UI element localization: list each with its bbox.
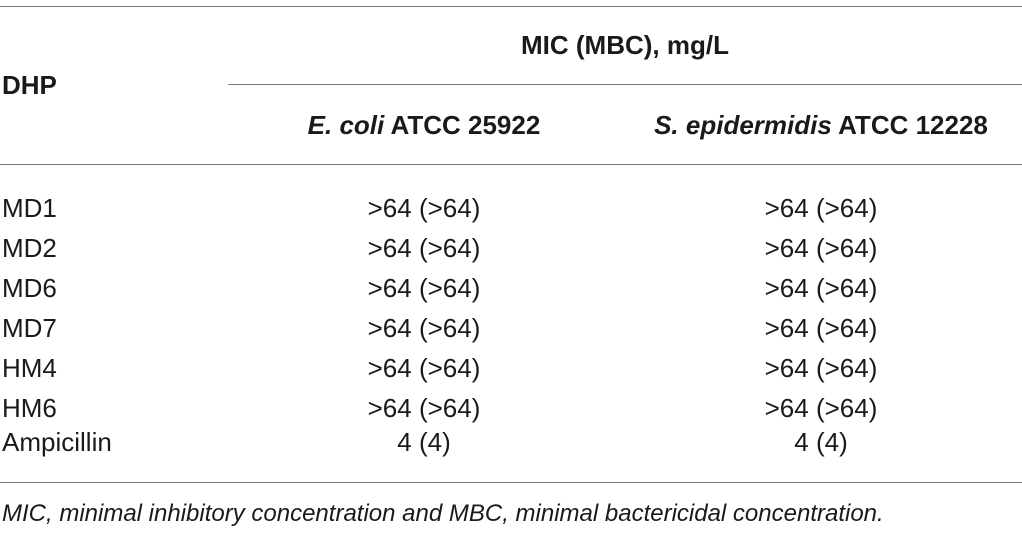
column-header-sepidermidis-species: S. epidermidis: [654, 110, 832, 140]
sepidermidis-value: >64 (>64): [764, 353, 878, 383]
row-name: Ampicillin: [2, 427, 112, 457]
table-bottom-rule: [0, 482, 1022, 483]
column-header-ecoli-strain: ATCC 25922: [384, 110, 541, 140]
table-row: MD7 >64 (>64) >64 (>64): [0, 308, 1022, 348]
ecoli-value: >64 (>64): [367, 233, 481, 263]
table-row: MD2 >64 (>64) >64 (>64): [0, 228, 1022, 268]
ecoli-value: 4 (4): [397, 427, 451, 457]
column-header-sepidermidis-strain: ATCC 12228: [831, 110, 988, 140]
row-header-dhp: DHP: [2, 70, 57, 100]
sepidermidis-value: >64 (>64): [764, 393, 878, 423]
row-name: HM6: [2, 393, 57, 423]
table-row: HM6 >64 (>64) >64 (>64): [0, 388, 1022, 428]
table-row: MD1 >64 (>64) >64 (>64): [0, 188, 1022, 228]
sepidermidis-value: >64 (>64): [764, 233, 878, 263]
column-header-ecoli-species: E. coli: [307, 110, 385, 140]
row-name: MD6: [2, 273, 57, 303]
table-footnote: MIC, minimal inhibitory concentration an…: [2, 500, 884, 527]
column-header-ecoli: E. coli ATCC 25922: [228, 110, 620, 140]
table-row: HM4 >64 (>64) >64 (>64): [0, 348, 1022, 388]
ecoli-value: >64 (>64): [367, 313, 481, 343]
row-name: MD2: [2, 233, 57, 263]
sepidermidis-value: >64 (>64): [764, 273, 878, 303]
column-header-sepidermidis: S. epidermidis ATCC 12228: [620, 110, 1022, 140]
header-bottom-rule: [0, 164, 1022, 165]
mic-group-header: MIC (MBC), mg/L: [521, 30, 729, 60]
ecoli-value: >64 (>64): [367, 393, 481, 423]
row-name: HM4: [2, 353, 57, 383]
row-name: MD7: [2, 313, 57, 343]
table-row: MD6 >64 (>64) >64 (>64): [0, 268, 1022, 308]
table-row: Ampicillin 4 (4) 4 (4): [0, 422, 1022, 462]
sepidermidis-value: >64 (>64): [764, 193, 878, 223]
ecoli-value: >64 (>64): [367, 273, 481, 303]
group-header-rule: [228, 84, 1022, 85]
row-name: MD1: [2, 193, 57, 223]
ecoli-value: >64 (>64): [367, 353, 481, 383]
sepidermidis-value: >64 (>64): [764, 313, 878, 343]
ecoli-value: >64 (>64): [367, 193, 481, 223]
table-top-rule: [0, 6, 1022, 7]
sepidermidis-value: 4 (4): [794, 427, 848, 457]
